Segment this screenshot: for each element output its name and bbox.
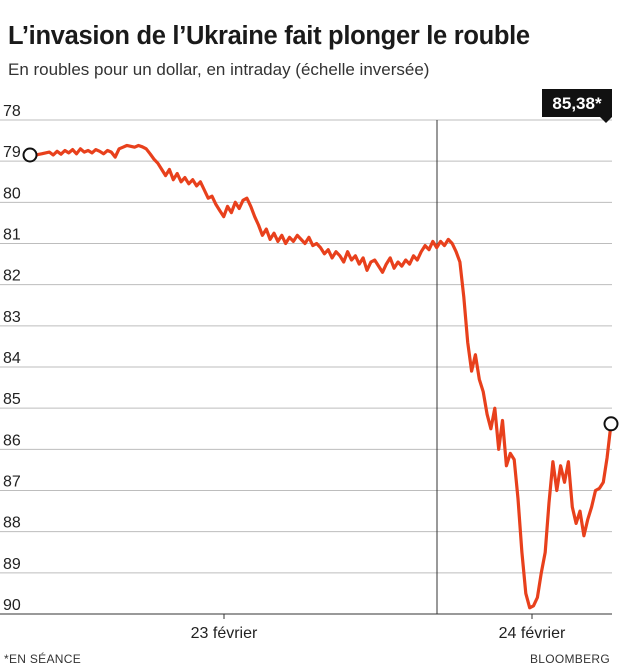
y-tick-label: 87 <box>3 474 21 491</box>
chart-subtitle: En roubles pour un dollar, en intraday (… <box>8 60 430 79</box>
y-tick-label: 85 <box>3 391 21 408</box>
y-tick-label: 86 <box>3 432 21 449</box>
y-tick-label: 79 <box>3 144 21 161</box>
x-tick-label: 24 février <box>499 625 566 642</box>
end-marker <box>603 416 619 432</box>
y-tick-label: 84 <box>3 350 21 367</box>
value-callout-group: 85,38* <box>542 89 612 123</box>
series-line <box>28 143 613 610</box>
chart-title: L’invasion de l’Ukraine fait plonger le … <box>8 22 530 50</box>
y-axis-ticks: 78 79 80 81 82 83 84 85 86 87 88 89 90 <box>3 103 21 614</box>
y-tick-label: 82 <box>3 268 21 285</box>
gridlines <box>0 119 612 615</box>
y-tick-label: 89 <box>3 556 21 573</box>
x-axis-ticks: 23 février 24 février <box>191 614 566 642</box>
value-callout-pointer <box>600 117 612 123</box>
y-tick-label: 90 <box>3 597 21 614</box>
value-callout-label: 85,38* <box>552 94 602 113</box>
series-layer <box>22 143 619 610</box>
start-marker <box>22 147 38 163</box>
y-tick-label: 80 <box>3 185 21 202</box>
y-tick-label: 83 <box>3 309 21 326</box>
footnote: *EN SÉANCE <box>4 652 82 666</box>
y-tick-label: 81 <box>3 227 21 244</box>
x-tick-label: 23 février <box>191 625 258 642</box>
y-tick-label: 78 <box>3 103 21 120</box>
source-credit: BLOOMBERG <box>529 652 610 666</box>
value-callout-box <box>542 89 612 117</box>
y-tick-label: 88 <box>3 515 21 532</box>
